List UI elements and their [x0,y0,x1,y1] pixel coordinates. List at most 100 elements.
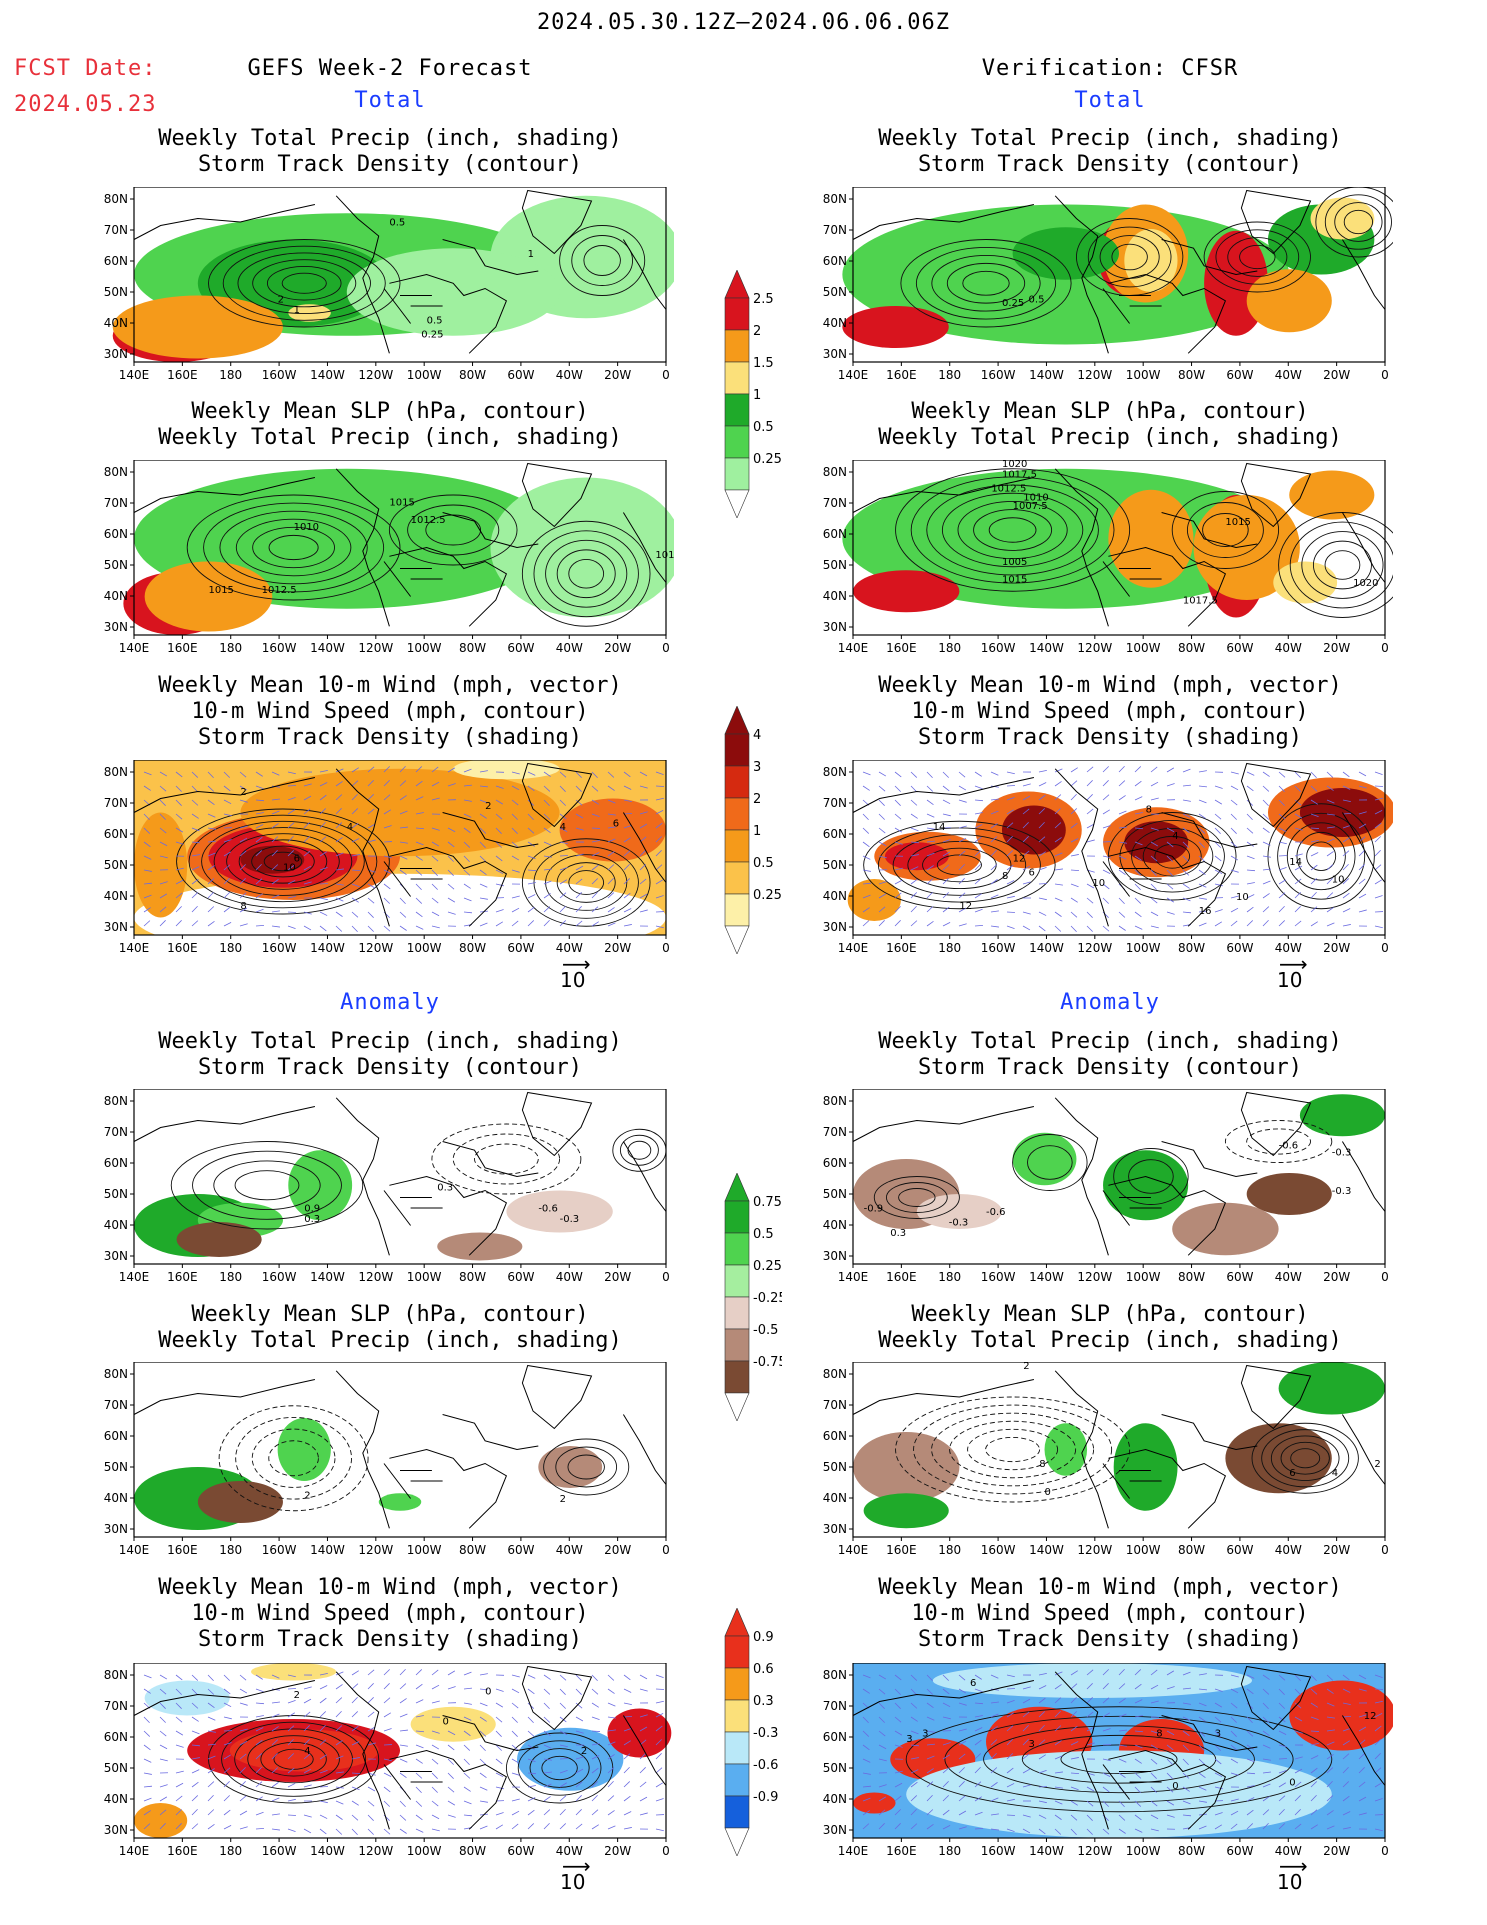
contour-label: 0.25 [1002,298,1024,309]
contour-line [946,262,1026,304]
wind-vector [175,1795,183,1802]
lat-tick-label: 30N [823,620,847,634]
wind-vector [303,1768,312,1774]
wind-vector [1310,771,1317,779]
wind-vector [431,1758,439,1765]
wind-vector [1054,837,1062,843]
wind-vector [1214,1812,1223,1816]
wind-vector [383,1772,392,1778]
wind-vector [207,1743,216,1746]
wind-vector [894,1716,902,1723]
wind-vector [511,1810,520,1816]
colorbar-precip-anom: 0.750.50.25-0.25-0.5-0.75 [722,1172,787,1425]
contour-line [1060,1744,1178,1775]
wind-vector [990,849,997,857]
lon-tick-label: 120W [1077,1270,1112,1284]
wind-vector [1214,921,1223,927]
wind-vector [399,810,408,815]
wind-vector [1214,869,1223,875]
wind-vector [159,827,167,834]
wind-vector [1134,766,1142,773]
wind-vector [191,920,199,927]
colorbar-label: 1 [753,824,761,839]
wind-vector [1278,879,1286,885]
coastline [852,777,1035,813]
coastline [442,812,539,849]
wind-vector [463,1744,471,1751]
wind-vector [862,869,871,872]
wind-vector [1150,841,1159,847]
left-column-title: GEFS Week-2 Forecast [247,56,533,81]
wind-vector [559,1823,566,1830]
wind-vector [1374,1700,1383,1704]
wind-vector [191,827,200,832]
wind-vector [1214,827,1221,834]
wind-vector [655,797,664,801]
shading-region [437,1232,523,1261]
wind-vector [1326,864,1334,871]
panel-title-fc-anom-slp: Weekly Mean SLP (hPa, contour) Weekly To… [158,1302,622,1353]
wind-vector [655,1713,664,1718]
wind-vector [1070,1786,1079,1791]
wind-vector [287,1700,296,1704]
shading-region [607,1708,672,1758]
coastline [521,1091,593,1157]
contour-line [247,1735,340,1784]
wind-vector [655,1725,663,1732]
wind-vector [1278,1674,1286,1681]
wind-vector [367,1742,376,1746]
contour-line [221,1721,367,1797]
wind-vector [191,1769,200,1774]
wind-vector [1294,1716,1303,1722]
wind-vector [223,1781,230,1788]
coastline [1054,1370,1109,1529]
shading-region [144,1680,230,1716]
shading-region [1246,269,1332,333]
wind-vector [1182,784,1191,787]
wind-vector [1070,883,1079,888]
wind-vector [1310,921,1318,927]
panel-title-fc-total-slp: Weekly Mean SLP (hPa, contour) Weekly To… [158,399,622,450]
wind-vector [958,1728,967,1732]
lon-tick-label: 100W [407,641,442,655]
wind-vector [543,855,552,858]
wind-vector [495,909,504,913]
wind-vector [1038,1769,1047,1774]
wind-vector [367,839,376,843]
wind-vector [1342,824,1351,829]
wind-vector [207,852,216,857]
wind-vector [415,1758,423,1764]
wind-vector [910,1781,918,1788]
wind-vector [415,1699,424,1704]
wind-vector [351,1800,359,1806]
wind-vector [1246,1809,1254,1816]
wind-vector [1006,1798,1015,1802]
contour-label: -0.6 [986,1207,1006,1218]
contour-line [192,1150,342,1220]
wind-vector [287,1739,294,1746]
wind-vector [383,1758,392,1762]
wind-vector [878,799,885,806]
wind-vector [1054,1684,1062,1690]
wind-vector [239,771,247,778]
wind-vector [990,1828,999,1831]
wind-vector [367,794,374,801]
wind-vector [1230,1823,1238,1830]
wind-vector [1262,1758,1271,1761]
wind-vector [1358,864,1365,871]
contour-label: 1005 [1002,557,1027,568]
wind-vector [1102,925,1110,932]
lat-tick-label: 30N [104,1823,128,1837]
wind-vector [1038,1711,1046,1718]
wind-vector [1134,780,1142,787]
wind-vector [367,1669,375,1676]
coastline [442,1414,539,1451]
wind-vector [1246,1716,1253,1724]
wind-vector [271,1782,279,1788]
wind-vector [447,911,456,915]
wind-vector [974,1753,982,1760]
wind-vector [1310,1809,1318,1816]
wind-vector [1262,799,1269,807]
wind-vector [623,908,632,913]
wind-vector [559,906,566,913]
